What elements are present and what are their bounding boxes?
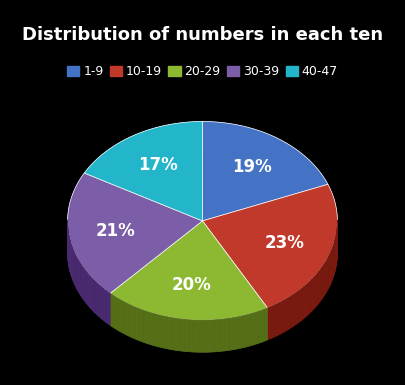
Text: 21%: 21% [96, 222, 136, 240]
Text: Distribution of numbers in each ten: Distribution of numbers in each ten [22, 26, 383, 44]
Legend: 1-9, 10-19, 20-29, 30-39, 40-47: 1-9, 10-19, 20-29, 30-39, 40-47 [62, 60, 343, 83]
Text: 17%: 17% [138, 156, 178, 174]
PathPatch shape [110, 221, 267, 320]
Text: 20%: 20% [172, 276, 211, 294]
PathPatch shape [68, 173, 202, 293]
PathPatch shape [84, 122, 202, 221]
PathPatch shape [202, 184, 337, 308]
PathPatch shape [202, 122, 328, 221]
Text: 19%: 19% [232, 159, 272, 176]
Text: 23%: 23% [265, 234, 305, 252]
